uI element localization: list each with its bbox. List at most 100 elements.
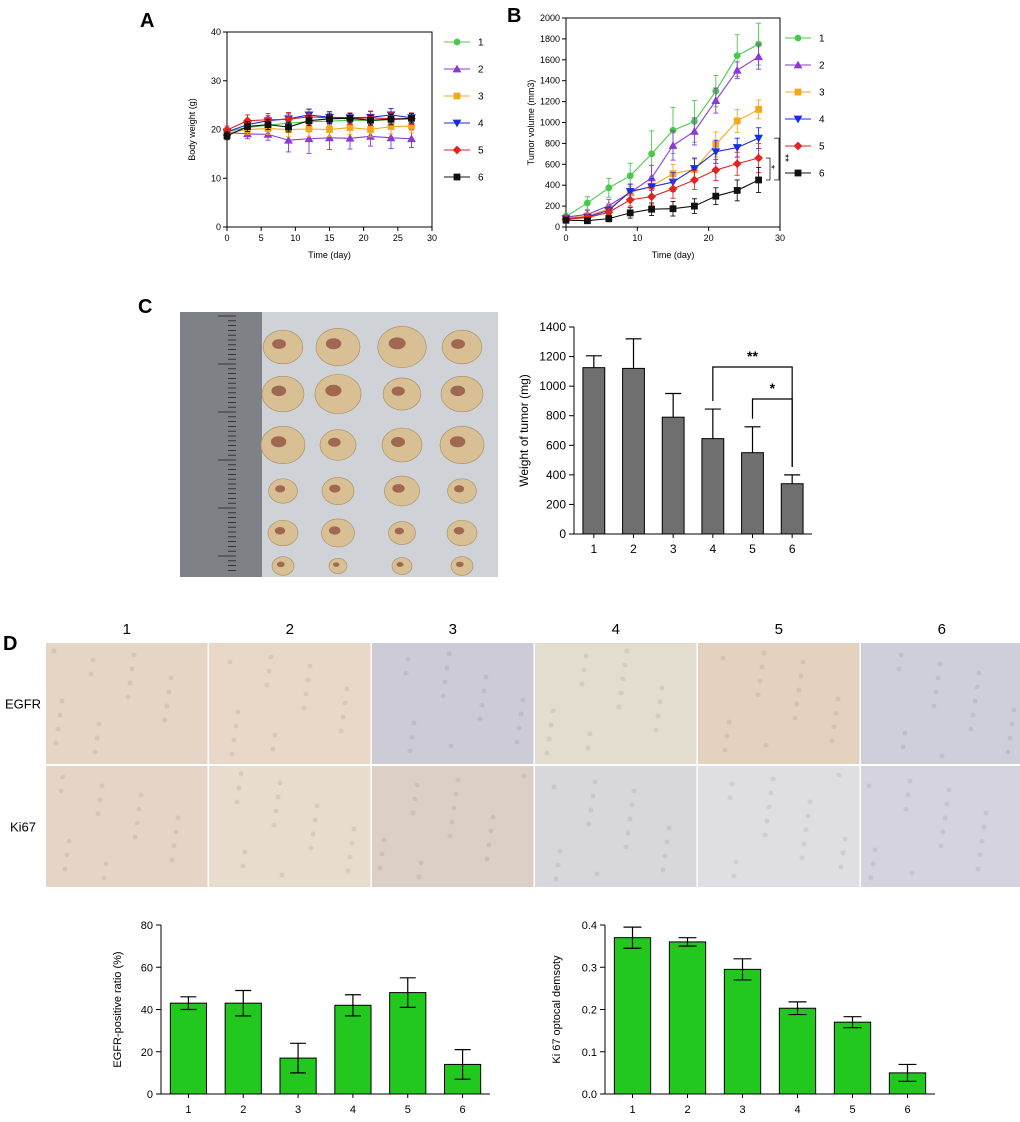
ihc-cell-nucleus (449, 819, 455, 825)
y-tick-label: 0.4 (582, 920, 597, 932)
ihc-cell-nucleus (514, 739, 520, 745)
ihc-cell-nucleus (546, 736, 552, 742)
ihc-cell-nucleus (616, 704, 622, 710)
ihc-cell-nucleus (722, 747, 728, 753)
legend-marker-2 (452, 64, 462, 73)
data-point-3 (367, 126, 374, 133)
ihc-cell-nucleus (551, 784, 557, 790)
ihc-cell-nucleus (125, 694, 131, 700)
series-line-3 (565, 108, 759, 219)
data-point-6 (755, 176, 762, 184)
series-line-2 (226, 131, 412, 141)
ihc-cell-nucleus (455, 777, 461, 783)
y-tick-label: 0.2 (582, 1005, 597, 1017)
legend-label-2: 2 (819, 61, 825, 72)
tumor-spot (394, 527, 405, 535)
tumor-spot (271, 385, 287, 397)
ihc-cell-nucleus (898, 652, 904, 658)
ihc-cell-nucleus (755, 692, 761, 698)
bar-4 (778, 1007, 817, 1095)
x-tick-label: 0 (563, 233, 568, 243)
data-point-5 (754, 153, 763, 163)
ihc-cell-nucleus (625, 830, 631, 836)
ihc-cell-nucleus (835, 696, 841, 702)
data-point-3 (346, 124, 354, 131)
x-tick-label: 30 (775, 233, 785, 243)
legend-label-2: 2 (478, 65, 484, 76)
ihc-cell-nucleus (938, 843, 944, 849)
data-point-6 (562, 216, 570, 224)
x-tick-label: 5 (749, 542, 756, 556)
x-tick-label: 0 (224, 233, 229, 243)
tumor-spot (328, 437, 341, 447)
ihc-row-label-EGFR: EGFR (5, 697, 41, 712)
data-point-4 (754, 134, 763, 143)
ihc-cell-nucleus (583, 653, 589, 659)
y-tick-label: 0.1 (582, 1047, 597, 1059)
tumor-spot (449, 436, 466, 448)
chart-b-tumor-volume: 0 10 20 30 0 200 400 600 800 1000 1200 1400 1600 1800… (526, 13, 825, 260)
ihc-cell-nucleus (664, 839, 670, 845)
legend-marker-4 (793, 115, 803, 124)
ihc-cell-nucleus (726, 719, 732, 725)
panel-label-b: B (507, 5, 521, 27)
bar-6 (780, 483, 804, 535)
data-point-6 (712, 192, 720, 200)
data-point-6 (691, 202, 698, 210)
ihc-cell-nucleus (618, 690, 624, 696)
ihc-cell-nucleus (168, 675, 174, 681)
x-tick-label: 6 (904, 1104, 910, 1116)
ihc-cell-nucleus (103, 861, 109, 867)
tumor-spot (333, 562, 340, 567)
ihc-cell-nucleus (486, 842, 492, 848)
ruler-ticks (218, 315, 236, 571)
data-point-2 (647, 173, 656, 182)
bar-5 (389, 992, 427, 1095)
panel-label-d: D (3, 633, 17, 655)
x-tick-label: 1 (629, 1104, 635, 1116)
y-axis-label: Ki 67 optocal demsoty (551, 955, 563, 1064)
ihc-cell-nucleus (1007, 735, 1013, 741)
y-tick-label: 600 (546, 438, 566, 452)
ihc-cell-nucleus (1005, 749, 1011, 755)
ihc-cell-nucleus (446, 651, 452, 657)
ihc-cell-nucleus (757, 678, 763, 684)
data-point-6 (648, 205, 655, 213)
ihc-cell-nucleus (792, 715, 798, 721)
ihc-cell-nucleus (418, 860, 424, 866)
y-tick-label: 0 (147, 1089, 153, 1101)
ihc-cell-nucleus (416, 874, 422, 880)
ihc-cell-nucleus (1009, 721, 1015, 727)
ihc-cell-nucleus (831, 724, 837, 730)
bar-1 (582, 367, 606, 535)
tumor-spot (454, 485, 465, 493)
data-point-2 (325, 133, 334, 142)
y-axis-label: Weight of tumor (mg) (517, 374, 531, 486)
ihc-cell-nucleus (235, 709, 241, 715)
ihc-cell-nucleus (942, 815, 948, 821)
ihc-cell-nucleus (805, 813, 811, 819)
ihc-cell-nucleus (550, 708, 556, 714)
bar-1 (169, 1002, 208, 1095)
y-tick-label: 0 (555, 222, 560, 232)
legend-label-4: 4 (478, 119, 484, 130)
data-point-5 (647, 192, 656, 202)
ihc-cell-nucleus (829, 738, 835, 744)
ihc-cell-nucleus (657, 699, 663, 705)
ihc-cell-nucleus (490, 814, 496, 820)
y-tick-label: 1000 (539, 379, 566, 393)
ihc-cell-nucleus (762, 832, 768, 838)
bar-5 (833, 1021, 872, 1095)
y-tick-label: 1400 (540, 76, 560, 86)
ihc-cell-nucleus (169, 857, 175, 863)
ihc-cell-nucleus (310, 831, 316, 837)
ihc-cell-nucleus (242, 849, 248, 855)
ihc-cell-nucleus (720, 655, 726, 661)
series-line-3 (226, 125, 412, 134)
ihc-cell-nucleus (544, 750, 550, 756)
ihc-cell-nucleus (414, 782, 420, 788)
ihc-cell-nucleus (272, 732, 278, 738)
data-point-3 (305, 125, 313, 133)
ihc-cell-nucleus (407, 748, 413, 754)
y-tick-label: 40 (141, 1005, 153, 1017)
